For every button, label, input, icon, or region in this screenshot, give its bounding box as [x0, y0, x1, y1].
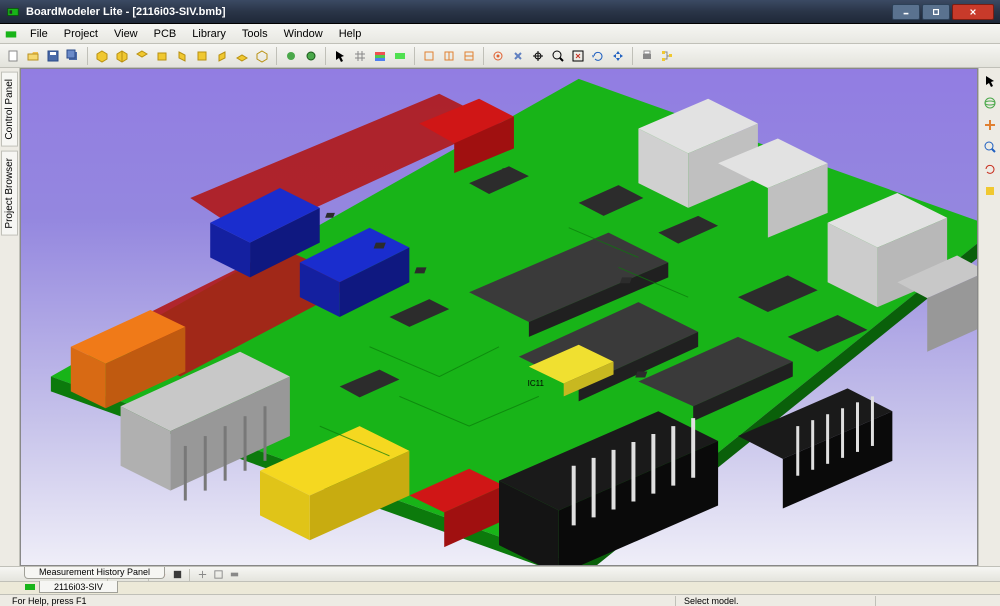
pcb-render [21, 69, 977, 565]
layers-icon[interactable] [371, 47, 389, 65]
move-icon[interactable] [981, 116, 999, 134]
open-icon[interactable] [24, 47, 42, 65]
menu-project[interactable]: Project [56, 26, 106, 42]
selected-component-label: IC11 [528, 379, 544, 388]
left-dock: Control Panel Project Browser [0, 68, 20, 566]
render1-icon[interactable] [282, 47, 300, 65]
view-iso2-icon[interactable] [113, 47, 131, 65]
menu-window[interactable]: Window [276, 26, 331, 42]
3d-viewport[interactable]: IC11 [20, 68, 978, 566]
project-browser-tab[interactable]: Project Browser [1, 151, 18, 236]
main-toolbar [0, 44, 1000, 68]
menu-view[interactable]: View [106, 26, 146, 42]
minimize-button[interactable] [892, 4, 920, 20]
document-tab[interactable]: 2116i03-SIV [39, 581, 118, 593]
cursor-icon[interactable] [331, 47, 349, 65]
menu-help[interactable]: Help [331, 26, 370, 42]
saveall-icon[interactable] [64, 47, 82, 65]
align3-icon[interactable] [460, 47, 478, 65]
view-side-icon[interactable] [173, 47, 191, 65]
rotate-icon[interactable] [589, 47, 607, 65]
zoom-icon[interactable] [549, 47, 567, 65]
zoom2-icon[interactable] [981, 138, 999, 156]
statusbar: For Help, press F1 Select model. [0, 594, 1000, 606]
menu-pcb[interactable]: PCB [146, 26, 185, 42]
control-panel-tab[interactable]: Control Panel [1, 72, 18, 147]
menu-tools[interactable]: Tools [234, 26, 276, 42]
new-icon[interactable] [4, 47, 22, 65]
status-mode: Select model. [676, 596, 876, 606]
status-help: For Help, press F1 [4, 596, 676, 606]
tool1-icon[interactable] [489, 47, 507, 65]
grid-icon[interactable] [351, 47, 369, 65]
render2-icon[interactable] [302, 47, 320, 65]
app-icon [6, 5, 20, 19]
print-icon[interactable] [638, 47, 656, 65]
doc-tab-icon [24, 581, 36, 593]
save-icon[interactable] [44, 47, 62, 65]
menu-library[interactable]: Library [184, 26, 234, 42]
close-button[interactable] [952, 4, 994, 20]
view-right-icon[interactable] [253, 47, 271, 65]
view-top-icon[interactable] [133, 47, 151, 65]
view-bottom-icon[interactable] [233, 47, 251, 65]
view-iso1-icon[interactable] [93, 47, 111, 65]
extra-icon[interactable] [981, 182, 999, 200]
fit-icon[interactable] [569, 47, 587, 65]
tool2-icon[interactable] [509, 47, 527, 65]
view-front-icon[interactable] [153, 47, 171, 65]
highlight-icon[interactable] [391, 47, 409, 65]
align2-icon[interactable] [440, 47, 458, 65]
align1-icon[interactable] [420, 47, 438, 65]
tree-icon[interactable] [658, 47, 676, 65]
rotate2-icon[interactable] [981, 160, 999, 178]
menubar: File Project View PCB Library Tools Wind… [0, 24, 1000, 44]
titlebar: BoardModeler Lite - [2116i03-SIV.bmb] [0, 0, 1000, 24]
menu-file[interactable]: File [22, 26, 56, 42]
pan-icon[interactable] [609, 47, 627, 65]
measurement-tab[interactable]: Measurement History Panel [24, 567, 165, 579]
content-area: Control Panel Project Browser [0, 68, 1000, 566]
orbit-icon[interactable] [981, 94, 999, 112]
tool3-icon[interactable] [529, 47, 547, 65]
right-toolbar [978, 68, 1000, 566]
maximize-button[interactable] [922, 4, 950, 20]
window-title: BoardModeler Lite - [2116i03-SIV.bmb] [26, 6, 225, 18]
select-icon[interactable] [981, 72, 999, 90]
view-left-icon[interactable] [213, 47, 231, 65]
document-icon [4, 27, 18, 41]
view-back-icon[interactable] [193, 47, 211, 65]
